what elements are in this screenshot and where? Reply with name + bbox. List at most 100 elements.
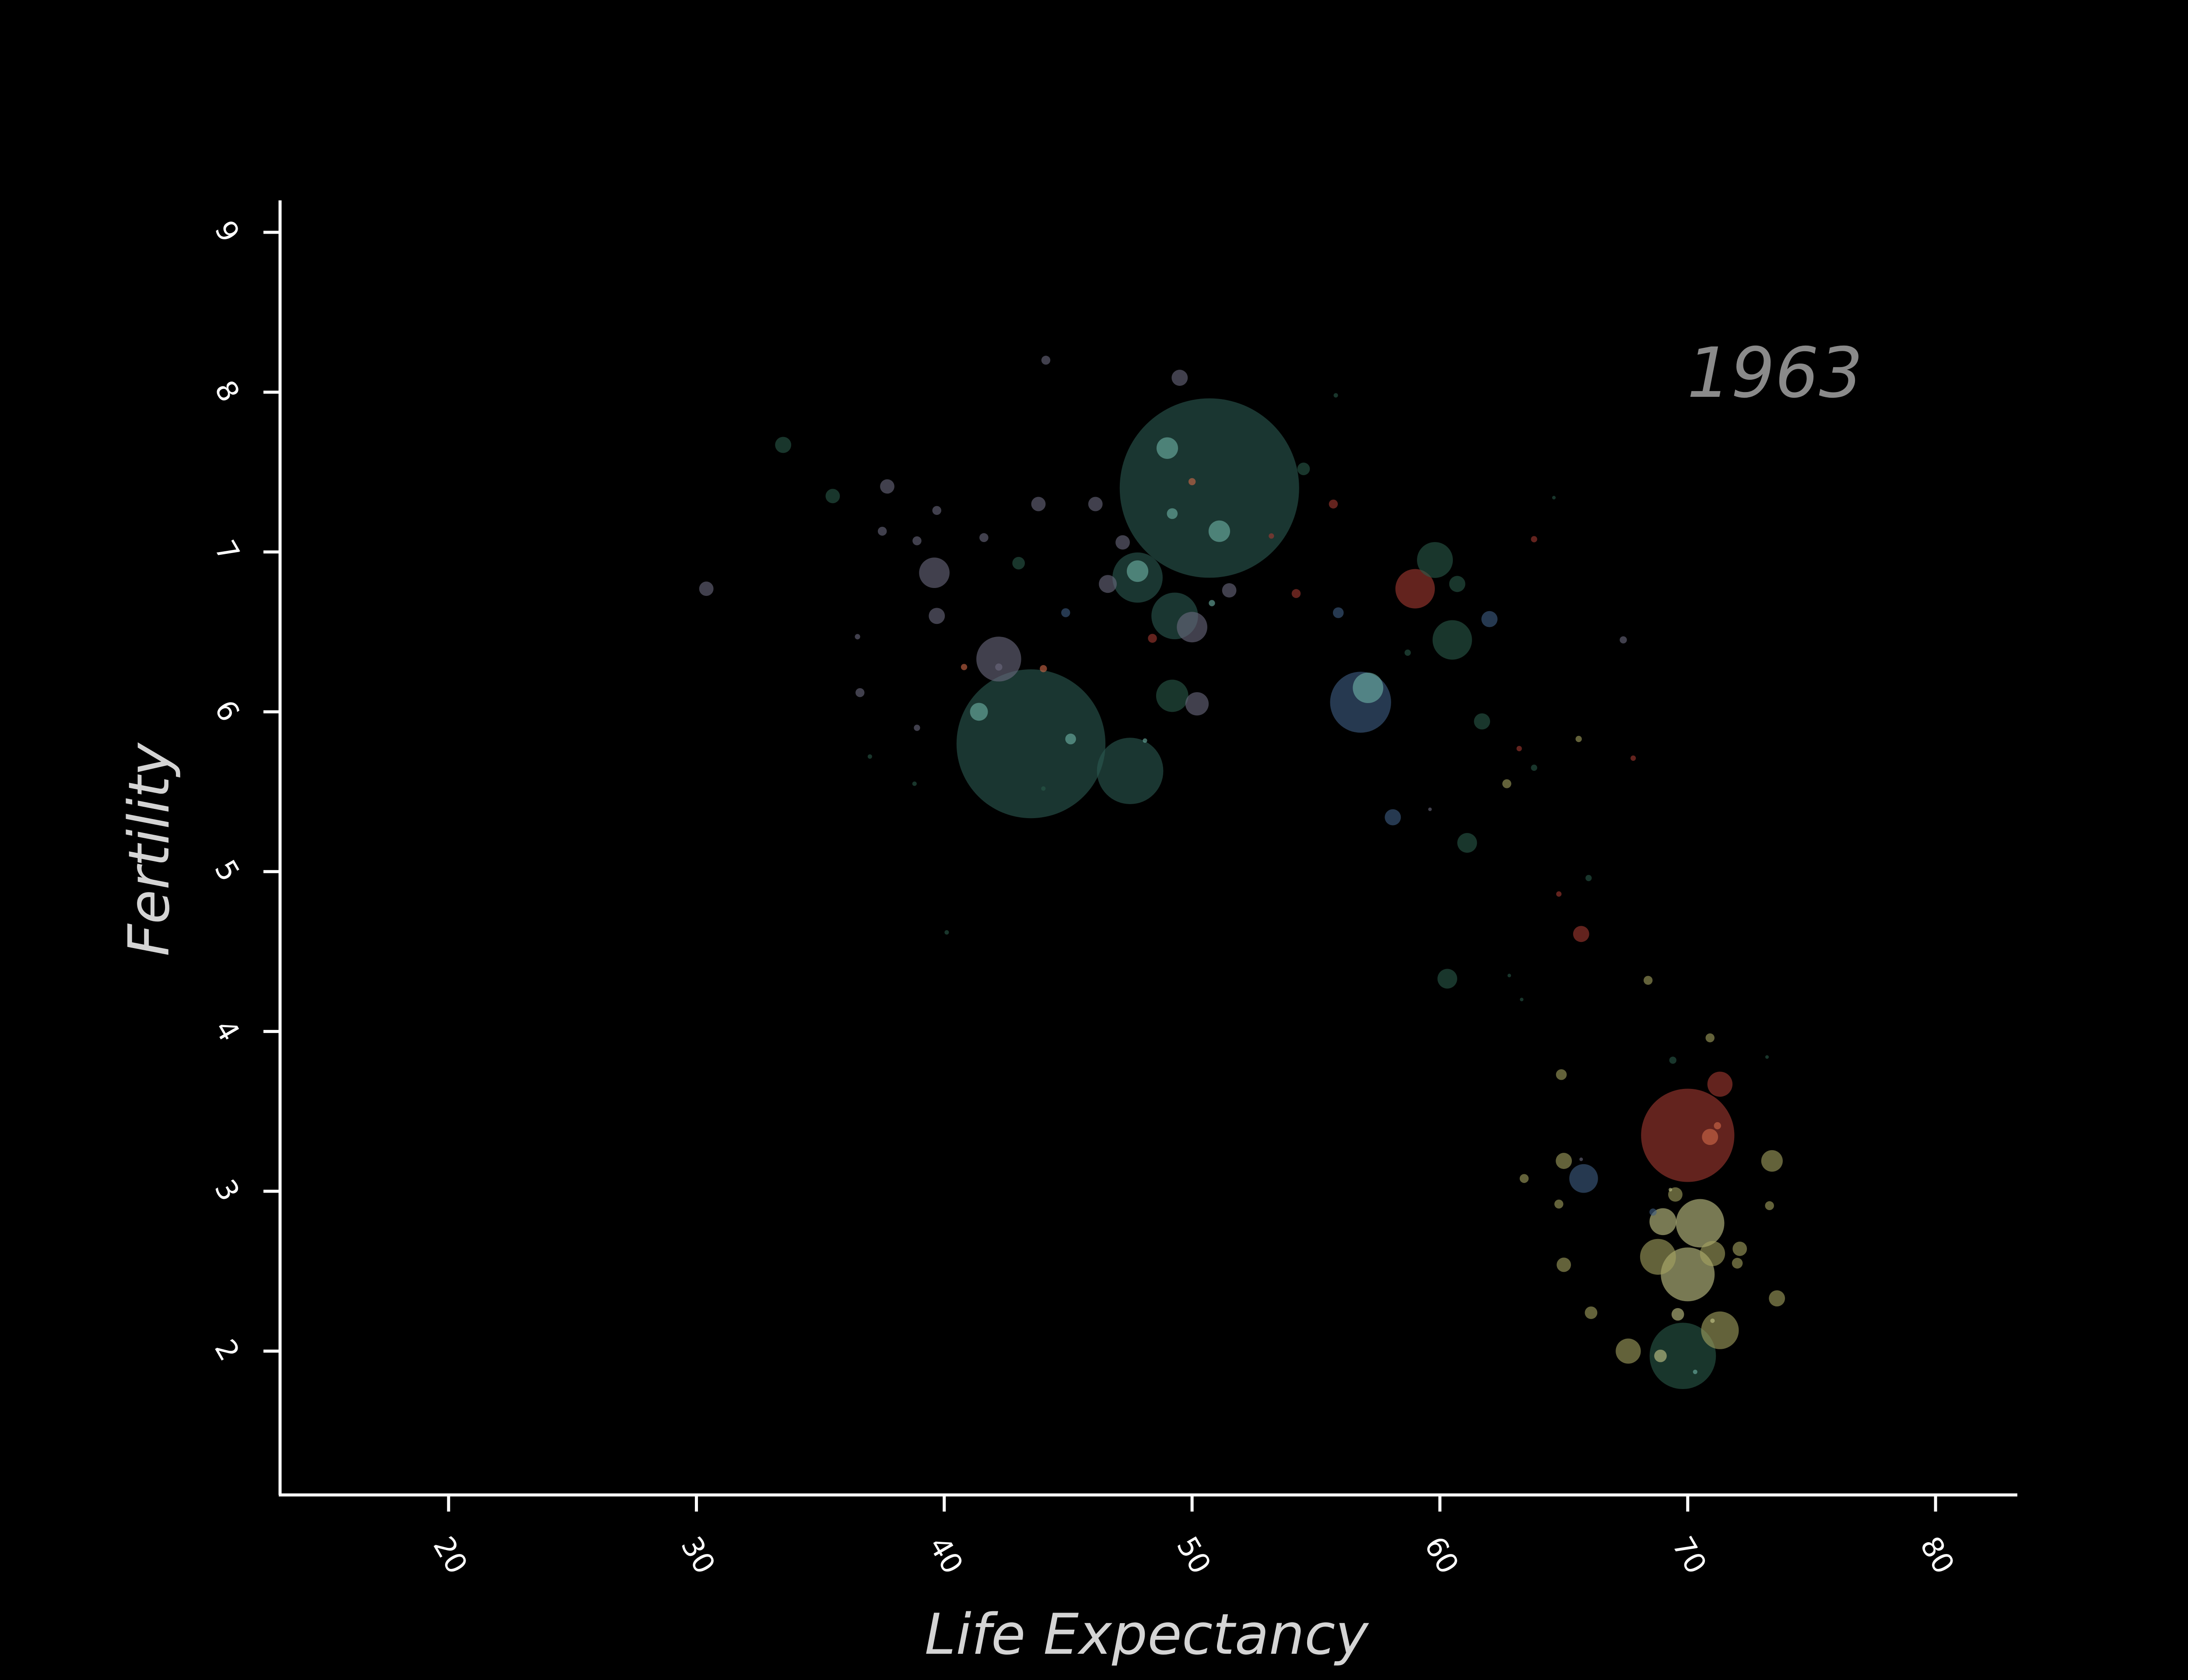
data-point: [1502, 779, 1511, 788]
data-point: [1765, 1201, 1774, 1211]
data-point: [1041, 356, 1051, 365]
data-point: [1041, 786, 1046, 791]
data-point: [1353, 672, 1384, 704]
data-point: [825, 489, 840, 504]
data-point: [1333, 393, 1338, 398]
data-point: [1177, 612, 1207, 643]
data-point: [912, 781, 917, 786]
data-point: [944, 930, 949, 935]
data-point: [1156, 437, 1178, 459]
data-point: [1209, 600, 1215, 606]
data-point: [1585, 1306, 1598, 1319]
data-point: [1769, 1290, 1785, 1307]
data-point: [1115, 535, 1130, 550]
data-point: [929, 608, 945, 624]
data-point: [1126, 560, 1149, 582]
data-point: [1222, 583, 1237, 598]
data-point: [1297, 462, 1310, 476]
data-point: [1099, 575, 1117, 593]
data-point: [1569, 1164, 1598, 1193]
data-point: [1732, 1242, 1747, 1256]
data-point: [919, 557, 950, 588]
data-point: [1061, 608, 1070, 617]
data-point: [1065, 733, 1076, 745]
data-point: [1714, 1122, 1721, 1130]
data-point: [1519, 1174, 1529, 1183]
data-point: [956, 669, 1106, 819]
data-point: [1097, 738, 1164, 805]
data-point: [1148, 634, 1157, 643]
data-point: [1573, 926, 1589, 942]
data-point: [995, 663, 1003, 671]
data-point: [1437, 969, 1457, 989]
data-point: [1669, 1188, 1673, 1192]
data-point: [914, 724, 920, 731]
data-point: [1428, 807, 1432, 811]
data-point: [1702, 1129, 1718, 1145]
data-point: [1707, 1071, 1733, 1097]
data-point: [1585, 875, 1592, 882]
data-point: [1449, 576, 1466, 592]
data-point: [1291, 589, 1301, 598]
data-point: [1481, 611, 1498, 627]
data-point: [1269, 533, 1274, 539]
data-point: [1649, 1323, 1716, 1390]
data-point: [1031, 497, 1046, 511]
data-point: [1616, 1338, 1641, 1364]
data-point: [932, 506, 942, 515]
data-point: [1761, 1150, 1783, 1172]
data-point: [855, 634, 860, 640]
data-point: [979, 533, 989, 542]
data-point: [1088, 497, 1103, 511]
year-annotation: 1963: [1687, 333, 1863, 413]
data-point: [1143, 738, 1147, 743]
data-point: [1557, 1257, 1571, 1272]
data-point: [1171, 370, 1188, 386]
data-point: [1630, 755, 1636, 761]
data-point: [1012, 556, 1025, 570]
data-point: [1654, 1349, 1667, 1362]
data-point: [1641, 1088, 1735, 1182]
data-point: [961, 664, 968, 670]
data-point: [1765, 1055, 1769, 1059]
data-point: [1185, 692, 1209, 716]
x-axis-title: Life Expectancy: [925, 1602, 1370, 1667]
data-point: [775, 437, 792, 453]
data-point: [1732, 1258, 1743, 1269]
data-point: [1556, 891, 1562, 897]
data-point: [1417, 542, 1453, 578]
data-point: [1167, 508, 1178, 519]
data-point: [970, 703, 988, 721]
data-point: [1693, 1369, 1697, 1374]
data-point: [1575, 735, 1582, 742]
data-point: [1579, 1157, 1583, 1161]
data-point: [1332, 607, 1344, 618]
data-point: [1516, 746, 1522, 752]
data-point: [1208, 520, 1231, 542]
data-point: [1668, 1187, 1683, 1202]
data-point: [1705, 1033, 1715, 1043]
data-point: [976, 637, 1021, 682]
data-point: [1669, 1057, 1676, 1064]
data-point: [877, 526, 887, 536]
data-point: [1520, 998, 1524, 1001]
data-point: [1329, 499, 1338, 509]
data-point: [1649, 1208, 1657, 1216]
data-point: [1457, 833, 1477, 853]
data-point: [1432, 620, 1472, 660]
data-point: [1620, 636, 1627, 644]
data-point: [1188, 478, 1196, 486]
data-point: [1404, 649, 1411, 656]
data-point: [1649, 1208, 1676, 1236]
data-point: [1119, 398, 1299, 578]
data-point: [1552, 496, 1556, 500]
data-point: [1671, 1308, 1684, 1321]
data-point: [880, 479, 894, 494]
data-point: [1156, 679, 1189, 712]
data-point: [912, 536, 922, 546]
data-point: [1640, 1239, 1676, 1275]
data-point: [1700, 1241, 1725, 1267]
data-point: [1385, 809, 1401, 826]
data-point: [1701, 1311, 1739, 1349]
